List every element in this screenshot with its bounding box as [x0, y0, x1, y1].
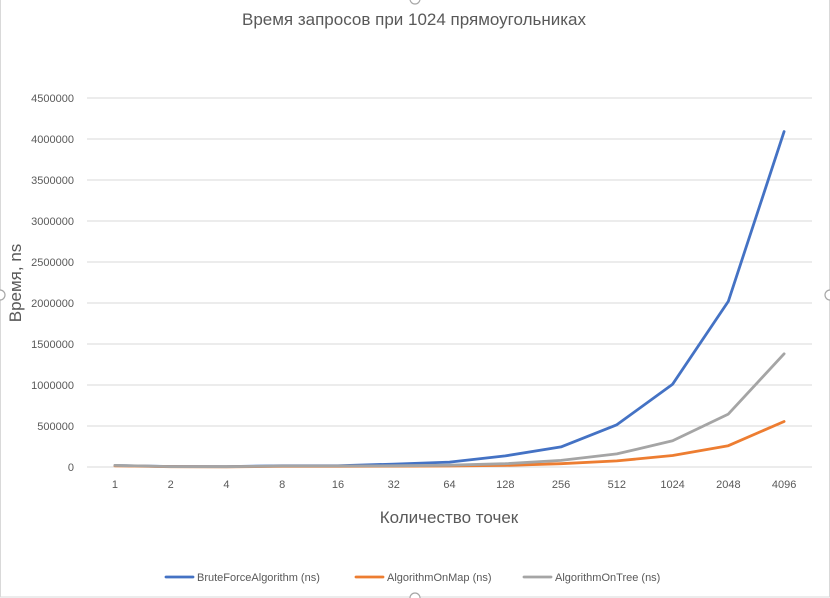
y-tick-label: 1500000	[31, 339, 74, 351]
resize-handle-left[interactable]	[0, 289, 6, 301]
x-tick-label: 8	[279, 479, 285, 491]
x-tick-label: 128	[496, 479, 514, 491]
x-tick-label: 512	[608, 479, 626, 491]
y-axis-title: Время, ns	[6, 244, 25, 323]
resize-handle-right[interactable]	[824, 289, 830, 301]
legend-entry-0: BruteForceAlgorithm (ns)	[164, 572, 320, 584]
resize-handle-bottom[interactable]	[409, 592, 421, 598]
y-tick-label: 2500000	[31, 257, 74, 269]
gridlines	[87, 97, 812, 468]
x-tick-label: 32	[388, 479, 400, 491]
x-tick-label: 256	[552, 479, 570, 491]
x-tick-label: 2048	[716, 479, 740, 491]
x-tick-label: 16	[332, 479, 344, 491]
y-tick-label: 3000000	[31, 216, 74, 228]
series-line-2	[113, 352, 786, 469]
y-tick-label: 4000000	[31, 134, 74, 146]
resize-handle-top[interactable]	[409, 0, 421, 5]
x-tick-label: 2	[168, 479, 174, 491]
y-axis-ticks: 0 500000 1000000 1500000 2000000 2500000 30000…	[31, 93, 74, 474]
chart-title: Время запросов при 1024 прямоугольниках	[242, 10, 587, 29]
legend-label: AlgorithmOnTree (ns)	[555, 572, 660, 584]
legend-entry-1: AlgorithmOnMap (ns)	[354, 572, 492, 584]
y-tick-label: 500000	[37, 421, 74, 433]
x-tick-label: 4096	[772, 479, 796, 491]
legend-label: AlgorithmOnMap (ns)	[387, 572, 492, 584]
y-tick-label: 3500000	[31, 175, 74, 187]
legend: BruteForceAlgorithm (ns) AlgorithmOnMap (…	[164, 572, 660, 584]
x-tick-label: 1024	[660, 479, 684, 491]
x-tick-label: 1	[112, 479, 118, 491]
series-lines	[113, 130, 786, 469]
y-tick-label: 4500000	[31, 93, 74, 105]
legend-entry-2: AlgorithmOnTree (ns)	[522, 572, 660, 584]
x-axis-title: Количество точек	[380, 508, 519, 527]
y-tick-label: 1000000	[31, 380, 74, 392]
x-tick-label: 64	[443, 479, 455, 491]
x-tick-label: 4	[223, 479, 229, 491]
y-tick-label: 2000000	[31, 298, 74, 310]
y-tick-label: 0	[68, 462, 74, 474]
x-axis-ticks: 1 2 4 8 16 32 64 128 256 512 1024 2048 4096	[112, 479, 797, 491]
legend-label: BruteForceAlgorithm (ns)	[197, 572, 320, 584]
